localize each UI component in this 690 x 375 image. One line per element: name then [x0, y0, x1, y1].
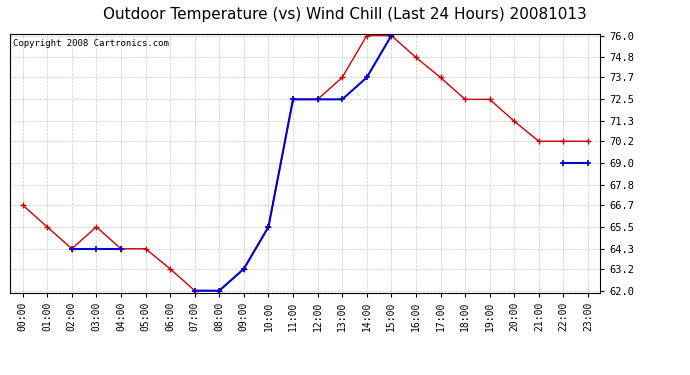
Text: Copyright 2008 Cartronics.com: Copyright 2008 Cartronics.com — [13, 39, 169, 48]
Text: Outdoor Temperature (vs) Wind Chill (Last 24 Hours) 20081013: Outdoor Temperature (vs) Wind Chill (Las… — [103, 8, 587, 22]
